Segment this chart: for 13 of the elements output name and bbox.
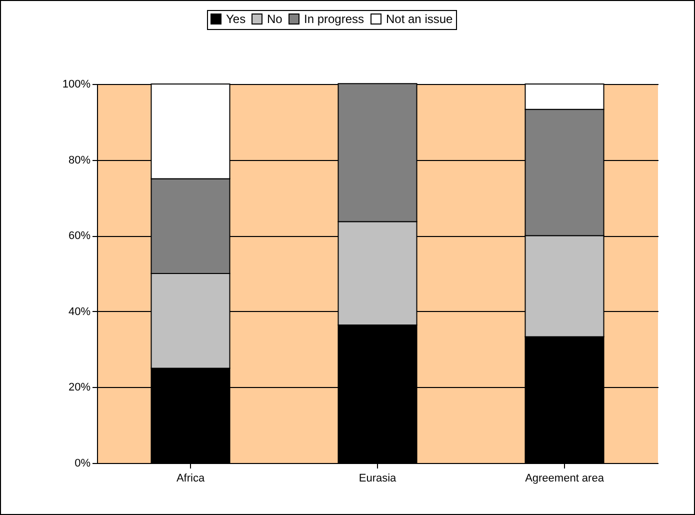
y-tick-label: 60% — [68, 230, 91, 242]
legend-label: No — [267, 12, 283, 26]
legend-label: Not an issue — [386, 12, 454, 26]
legend-label: In progress — [304, 12, 364, 26]
x-tick-label: Eurasia — [358, 472, 398, 484]
y-tick-label: 80% — [68, 154, 91, 166]
x-tick-label: Africa — [176, 472, 206, 484]
y-tick-label: 0% — [74, 458, 91, 470]
y-tick-label: 40% — [68, 306, 91, 318]
y-tick-label: 100% — [62, 78, 91, 90]
y-tick-label: 20% — [68, 382, 91, 394]
x-tick-label: Agreement area — [525, 472, 605, 484]
legend-label: Yes — [226, 12, 246, 26]
